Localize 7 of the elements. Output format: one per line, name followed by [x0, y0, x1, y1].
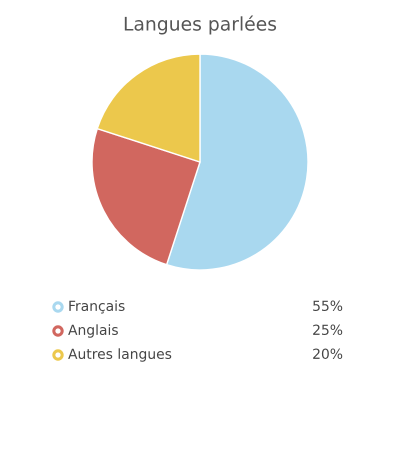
data-label: 25%: [313, 324, 342, 336]
data-label: 55%: [313, 300, 342, 312]
legend-label: Autres langues: [68, 348, 172, 362]
legend-label: Français: [69, 300, 125, 314]
chart-title: Langues parlées: [124, 16, 276, 34]
legend-label: Anglais: [68, 324, 118, 338]
data-label: 20%: [313, 348, 342, 360]
